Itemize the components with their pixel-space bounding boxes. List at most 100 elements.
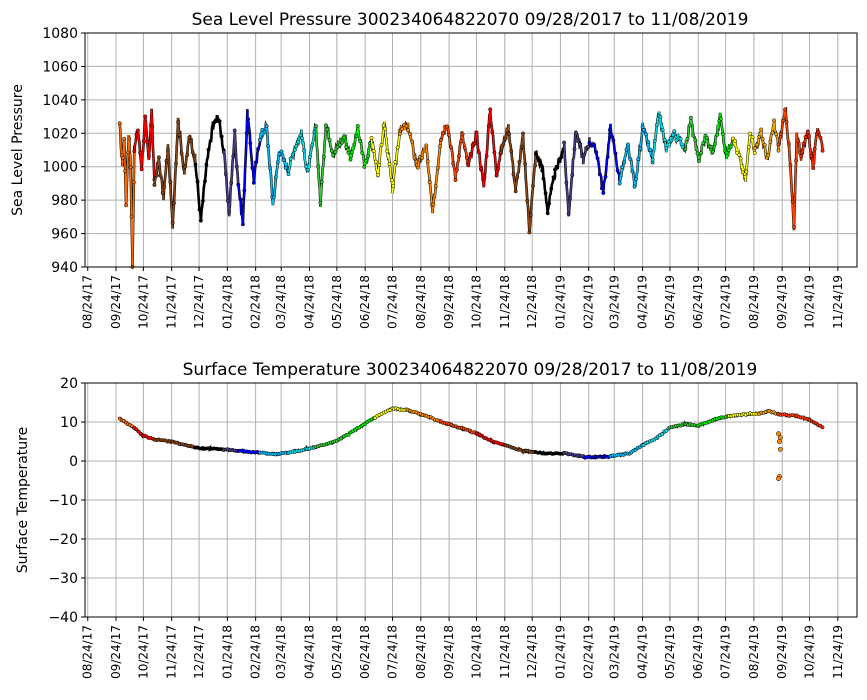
x-tick-label: 10/24/18 (469, 275, 483, 329)
series-segment (406, 407, 442, 424)
data-point (154, 173, 159, 178)
x-tick-label: 09/24/19 (775, 625, 789, 679)
data-point (387, 162, 392, 167)
data-point (120, 155, 125, 160)
data-point (183, 164, 188, 169)
data-point (473, 141, 477, 146)
data-point (605, 155, 610, 159)
data-point (592, 142, 596, 147)
data-point (527, 230, 532, 235)
x-ticks: 08/24/17 09/24/17 10/24/17 11/24/17 12/24/17… (81, 617, 845, 679)
series-segment (617, 122, 655, 189)
series-line (800, 127, 824, 169)
data-point (329, 148, 334, 153)
data-point (638, 146, 643, 151)
x-tick-label: 07/24/18 (386, 275, 400, 329)
series-segment (117, 416, 137, 430)
y-ticks: 940 960 980 1000 1020 1040 1060 1080 (42, 26, 85, 276)
data-point (331, 153, 336, 158)
series-segment (342, 123, 373, 169)
data-point (427, 180, 432, 185)
data-point (131, 180, 136, 185)
data-point (728, 145, 733, 149)
data-point (414, 159, 419, 164)
x-tick-label: 01/24/18 (220, 625, 234, 679)
data-point (559, 155, 564, 160)
data-point (316, 164, 321, 169)
data-point (177, 133, 182, 137)
series-segment (132, 108, 157, 182)
y-tick-label: 0 (69, 454, 78, 470)
data-point (296, 140, 301, 144)
data-point (772, 118, 776, 123)
data-point (337, 142, 342, 147)
series-segment (667, 420, 699, 430)
data-point (519, 144, 524, 149)
data-point (640, 124, 645, 129)
series-segment (438, 419, 479, 436)
series-segment (221, 128, 240, 217)
data-point (803, 135, 808, 139)
data-point (464, 155, 469, 160)
data-point (597, 172, 602, 177)
data-point (701, 141, 706, 145)
series-segment (286, 122, 318, 177)
data-point (203, 179, 207, 184)
series-segment (503, 443, 537, 455)
data-point (573, 131, 578, 136)
data-point (724, 150, 729, 155)
data-point (568, 196, 573, 201)
x-tick-label: 10/24/19 (803, 625, 817, 679)
series-segment (752, 118, 781, 161)
data-point (626, 142, 630, 147)
data-point (166, 147, 170, 152)
series-segment (152, 437, 197, 450)
series-line (440, 126, 469, 181)
x-tick-label: 08/24/18 (414, 625, 428, 679)
data-point (391, 184, 396, 189)
data-point (668, 136, 673, 141)
y-tick-label: 1060 (42, 59, 78, 75)
data-point (123, 168, 128, 173)
data-point (807, 134, 812, 139)
data-point (533, 163, 538, 168)
data-point (264, 124, 269, 128)
series-segment (776, 106, 803, 231)
data-point (515, 175, 520, 180)
data-point (601, 191, 606, 195)
data-point (253, 160, 258, 165)
x-tick-label: 10/24/19 (803, 275, 817, 329)
data-point (266, 144, 270, 148)
data-point (541, 176, 546, 181)
data-point (377, 162, 382, 167)
data-point (348, 157, 353, 162)
data-point (721, 132, 725, 137)
data-point (648, 147, 653, 152)
y-tick-label: 1000 (42, 160, 78, 176)
x-tick-label: 09/24/19 (775, 275, 789, 329)
y-tick-label: 1040 (42, 93, 78, 109)
data-point (547, 201, 552, 206)
data-point (318, 201, 323, 206)
data-point (246, 117, 251, 122)
x-tick-label: 07/24/19 (719, 275, 733, 329)
x-tick-label: 07/24/19 (719, 625, 733, 679)
data-point (395, 145, 400, 150)
grid (85, 382, 857, 618)
series-segment (369, 121, 402, 194)
data-point (494, 173, 499, 178)
data-point (307, 154, 312, 159)
data-point (319, 180, 324, 185)
x-tick-label: 05/24/18 (330, 275, 344, 329)
data-point (346, 432, 351, 437)
data-point (457, 154, 461, 159)
x-tick-label: 12/24/18 (525, 625, 539, 679)
data-point (460, 132, 465, 137)
x-tick-label: 02/24/18 (249, 625, 263, 679)
data-point (535, 155, 540, 160)
data-point (509, 149, 514, 154)
data-point (143, 114, 148, 119)
data-point (620, 165, 624, 170)
data-point (195, 179, 200, 184)
data-point (373, 159, 378, 164)
